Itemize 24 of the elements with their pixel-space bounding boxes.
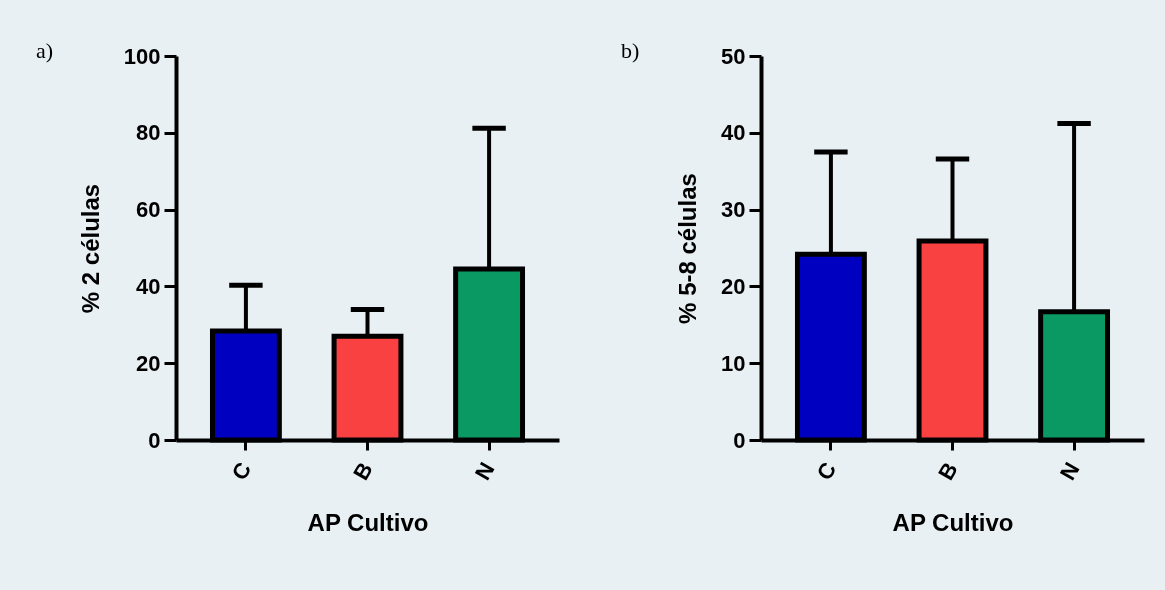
- y-tick-label: 20: [136, 350, 161, 376]
- x-axis-title: AP Cultivo: [307, 508, 429, 536]
- y-axis-title: % 5-8 células: [674, 173, 702, 324]
- x-tick-label: C: [226, 457, 257, 485]
- text: b): [621, 38, 640, 63]
- x-tick-label: B: [348, 458, 378, 485]
- y-tick-label: 20: [721, 273, 746, 299]
- y-axis-title: % 2 células: [76, 183, 104, 314]
- y-tick-label: 40: [136, 273, 161, 299]
- x-tick-label: N: [469, 458, 500, 485]
- y-tick-label: 80: [136, 120, 161, 146]
- text: a): [36, 38, 54, 63]
- x-axis-title: AP Cultivo: [892, 508, 1014, 536]
- y-tick-label: 0: [148, 427, 161, 453]
- y-tick-label: 100: [123, 43, 161, 69]
- y-tick-label: 40: [721, 120, 746, 146]
- y-tick-label: 50: [721, 43, 746, 69]
- y-tick-label: 10: [721, 350, 746, 376]
- x-tick-label: B: [933, 458, 963, 485]
- x-tick-label: N: [1054, 458, 1085, 485]
- x-tick-label: C: [811, 457, 842, 485]
- y-tick-label: 0: [733, 427, 746, 453]
- y-tick-label: 30: [721, 197, 746, 223]
- y-tick-label: 60: [136, 197, 161, 223]
